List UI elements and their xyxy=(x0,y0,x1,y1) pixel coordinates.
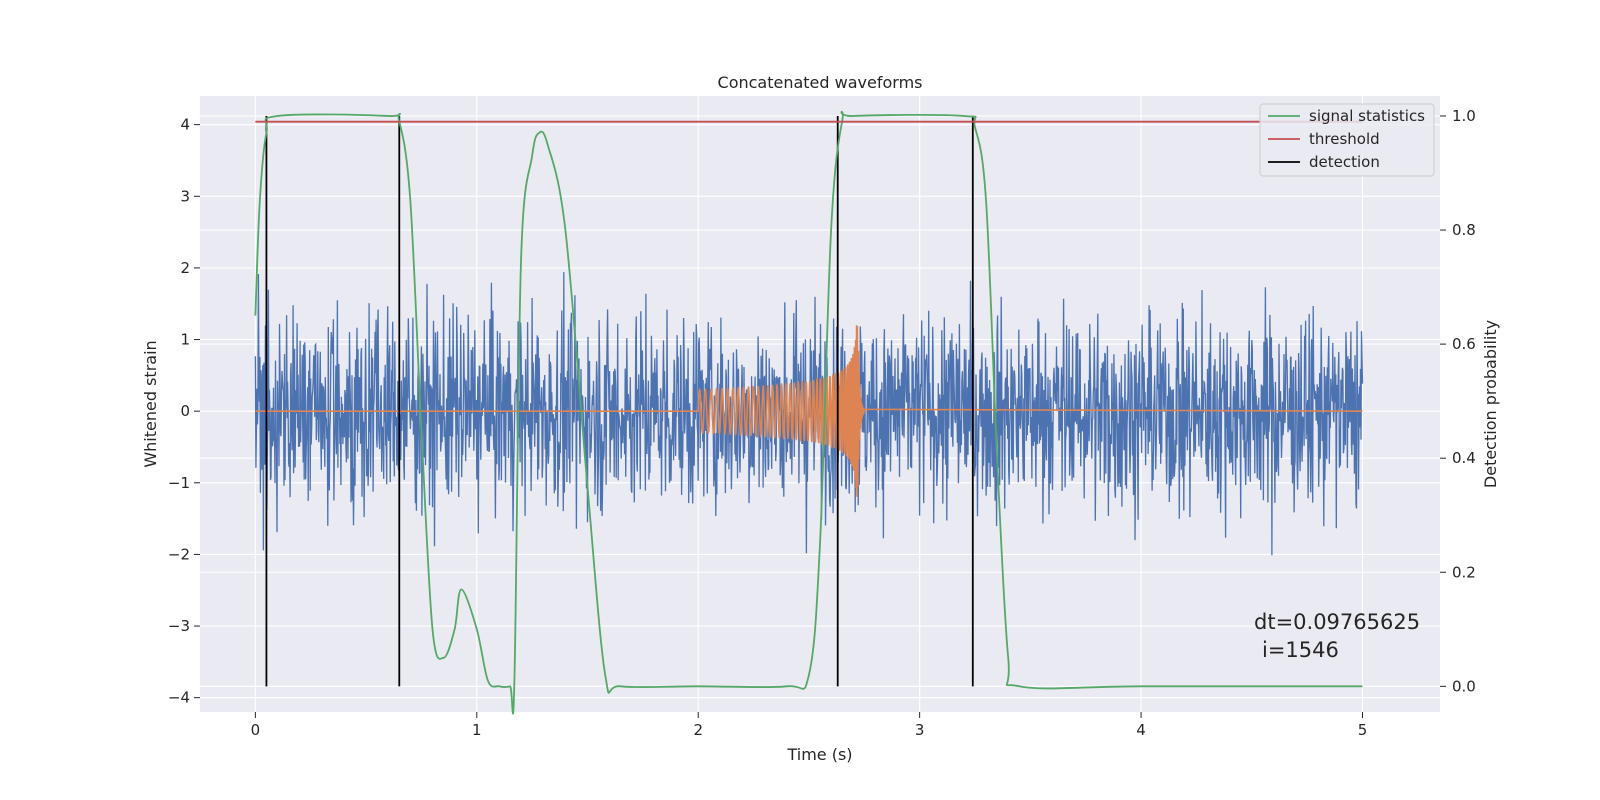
y-tick-label: −4 xyxy=(168,689,190,707)
x-tick-label: 1 xyxy=(472,721,482,739)
y-tick-label: 2 xyxy=(180,259,190,277)
signal-statistics-series xyxy=(254,110,1363,715)
right-axis-ticks: 0.0 0.2 0.4 0.6 0.8 1.0 xyxy=(1440,107,1476,695)
chart-title: Concatenated waveforms xyxy=(718,73,923,92)
y2-tick-label: 0.6 xyxy=(1452,335,1476,353)
annotation: dt=0.09765625 i=1546 xyxy=(1254,610,1420,662)
y-tick-label: −1 xyxy=(168,474,190,492)
x-tick-label: 4 xyxy=(1136,721,1146,739)
x-tick-label: 5 xyxy=(1358,721,1368,739)
y-tick-label: −3 xyxy=(168,617,190,635)
injection-series xyxy=(255,325,1363,497)
annotation-dt: dt=0.09765625 xyxy=(1254,610,1420,634)
legend: signal statistics threshold detection xyxy=(1259,103,1435,177)
x-tick-label: 3 xyxy=(915,721,925,739)
y-tick-label: 0 xyxy=(180,402,190,420)
x-tick-label: 2 xyxy=(693,721,703,739)
legend-label-detection: detection xyxy=(1309,153,1380,171)
y2-tick-label: 1.0 xyxy=(1452,107,1476,125)
x-tick-label: 0 xyxy=(251,721,261,739)
y2-tick-label: 0.2 xyxy=(1452,563,1476,581)
annotation-i: i=1546 xyxy=(1262,638,1339,662)
x-axis-label: Time (s) xyxy=(786,745,852,764)
legend-box xyxy=(1259,103,1435,177)
left-axis-ticks: −4 −3 −2 −1 0 1 2 3 4 xyxy=(168,116,200,707)
y-tick-label: 4 xyxy=(180,116,190,134)
y2-axis-label: Detection probability xyxy=(1481,320,1500,488)
y-tick-label: 1 xyxy=(180,331,190,349)
y2-tick-label: 0.8 xyxy=(1452,221,1476,239)
injection-line xyxy=(255,325,1363,497)
signal-statistics-line xyxy=(254,110,1363,715)
y-axis-label: Whitened strain xyxy=(141,340,160,467)
detection-series xyxy=(265,115,974,687)
y2-tick-label: 0.4 xyxy=(1452,449,1476,467)
y2-tick-label: 0.0 xyxy=(1452,677,1476,695)
y-tick-label: 3 xyxy=(180,187,190,205)
legend-label-threshold: threshold xyxy=(1309,130,1380,148)
x-axis-ticks: 0 1 2 3 4 5 xyxy=(251,712,1368,739)
y-tick-label: −2 xyxy=(168,545,190,563)
legend-label-signal-statistics: signal statistics xyxy=(1309,107,1425,125)
